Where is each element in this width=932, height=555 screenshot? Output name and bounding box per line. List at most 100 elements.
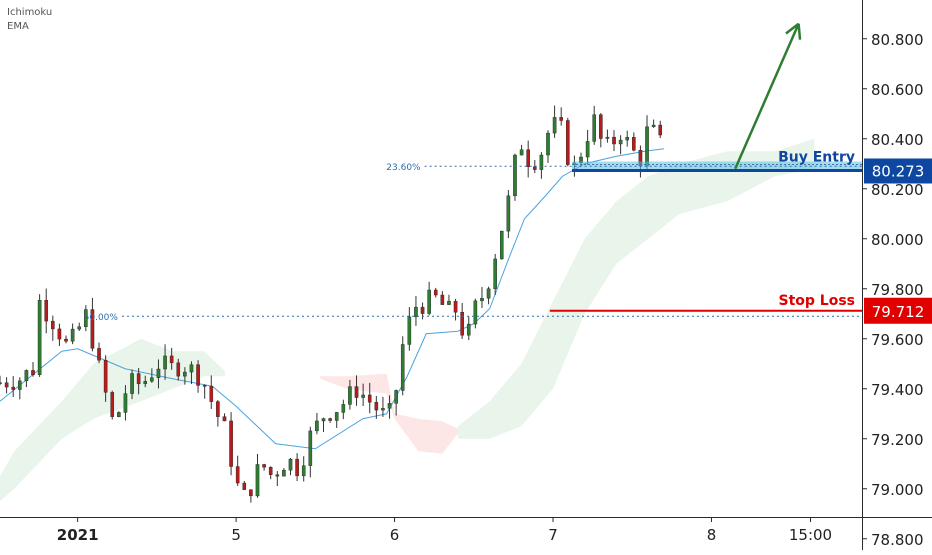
candle-body	[328, 418, 332, 421]
candle-body	[77, 326, 82, 330]
candle-body	[24, 370, 29, 382]
price-tick-label: 78.800	[871, 531, 924, 549]
candle-body	[387, 403, 392, 409]
candle-body	[546, 132, 550, 156]
candle-body	[295, 458, 299, 477]
legend-ichimoku[interactable]: Ichimoku	[7, 7, 53, 18]
candle-body	[480, 298, 484, 302]
candle-body	[57, 328, 62, 340]
candle-body	[321, 418, 326, 422]
candle-body	[308, 430, 313, 466]
candle-body	[288, 458, 293, 471]
time-tick-label: 2021	[57, 526, 99, 544]
time-tick-label: 5	[231, 526, 241, 544]
candle-body	[625, 137, 630, 141]
target-arrow-head	[785, 22, 800, 35]
candle-body	[44, 300, 49, 322]
price-axis-bg	[862, 0, 932, 550]
candle-body	[651, 124, 656, 127]
candle-body	[334, 412, 339, 421]
candle-body	[282, 469, 286, 477]
price-tick-label: 80.400	[871, 131, 924, 149]
candle-body	[0, 382, 2, 384]
time-axis-bg	[0, 517, 932, 550]
target-arrow-shaft	[734, 23, 800, 170]
candle-body	[150, 377, 154, 382]
candle-body	[176, 362, 181, 377]
candle-body	[506, 195, 511, 232]
candle-body	[513, 154, 517, 197]
candle-body	[493, 258, 497, 289]
candle-body	[229, 420, 233, 467]
candle-body	[599, 114, 603, 139]
buy-entry-price-label: 80.273	[872, 163, 925, 181]
buy-entry-zone	[572, 161, 862, 171]
price-tick-label: 80.600	[871, 81, 924, 99]
candle-body	[348, 386, 352, 405]
target-arrow-head	[797, 23, 802, 40]
candle-body	[559, 117, 563, 121]
candle-body	[532, 166, 537, 170]
candle-body	[315, 420, 319, 432]
candle-body	[361, 394, 365, 398]
price-tick-label: 80.200	[871, 181, 924, 199]
stop-loss-price-label: 79.712	[872, 303, 925, 321]
legend-ema[interactable]: EMA	[7, 21, 29, 32]
price-tick-label: 79.800	[871, 281, 924, 299]
candle-body	[262, 464, 266, 468]
time-tick-label: 7	[548, 526, 558, 544]
candle-body	[70, 328, 75, 342]
candle-body	[123, 393, 128, 413]
candle-body	[216, 401, 220, 417]
time-tick-label: 8	[707, 526, 717, 544]
candle-body	[163, 355, 167, 370]
candle-body	[64, 338, 68, 342]
candle-body	[499, 230, 504, 260]
candle-body	[466, 323, 471, 336]
candle-body	[374, 401, 379, 411]
candle-body	[552, 117, 557, 134]
candle-body	[645, 126, 649, 167]
candle-body	[612, 136, 616, 145]
candle-body	[222, 416, 227, 422]
candle-body	[37, 300, 42, 375]
candle-body	[632, 137, 636, 151]
candle-body	[156, 368, 161, 378]
ichimoku-cloud-bullish	[0, 338, 226, 502]
candle-body	[394, 390, 398, 404]
candle-body	[110, 392, 115, 417]
price-tick-label: 79.400	[871, 381, 924, 399]
candle-body	[618, 139, 623, 145]
candle-body	[103, 360, 108, 393]
candle-body	[341, 404, 346, 413]
price-tick-label: 80.800	[871, 31, 924, 49]
buy-entry-price-box	[864, 158, 932, 184]
price-tick-label: 79.000	[871, 481, 924, 499]
candle-body	[486, 288, 491, 299]
candle-body	[447, 300, 451, 305]
candle-body	[414, 306, 418, 318]
indicator-legend: Ichimoku EMA	[7, 6, 52, 34]
candle-body	[249, 489, 253, 497]
ichimoku-cloud-bearish	[320, 373, 458, 454]
candle-body	[31, 370, 35, 375]
candle-body	[301, 465, 306, 477]
price-tick-label: 80.000	[871, 231, 924, 249]
candle-body	[202, 385, 207, 387]
candle-body	[367, 394, 372, 403]
stop-loss-label: Stop Loss	[779, 293, 856, 309]
candle-body	[381, 408, 385, 411]
candle-body	[566, 120, 570, 165]
candle-body	[275, 474, 280, 477]
time-tick-label: 15:00	[789, 526, 832, 544]
candle-body	[84, 309, 88, 327]
candle-body	[268, 466, 273, 475]
candle-body	[658, 124, 663, 136]
candle-body	[427, 289, 431, 314]
fibonacci-level-label: 23.60%	[386, 163, 421, 173]
candle-body	[11, 386, 16, 390]
candle-body	[4, 382, 9, 388]
price-tick-label: 79.200	[871, 431, 924, 449]
